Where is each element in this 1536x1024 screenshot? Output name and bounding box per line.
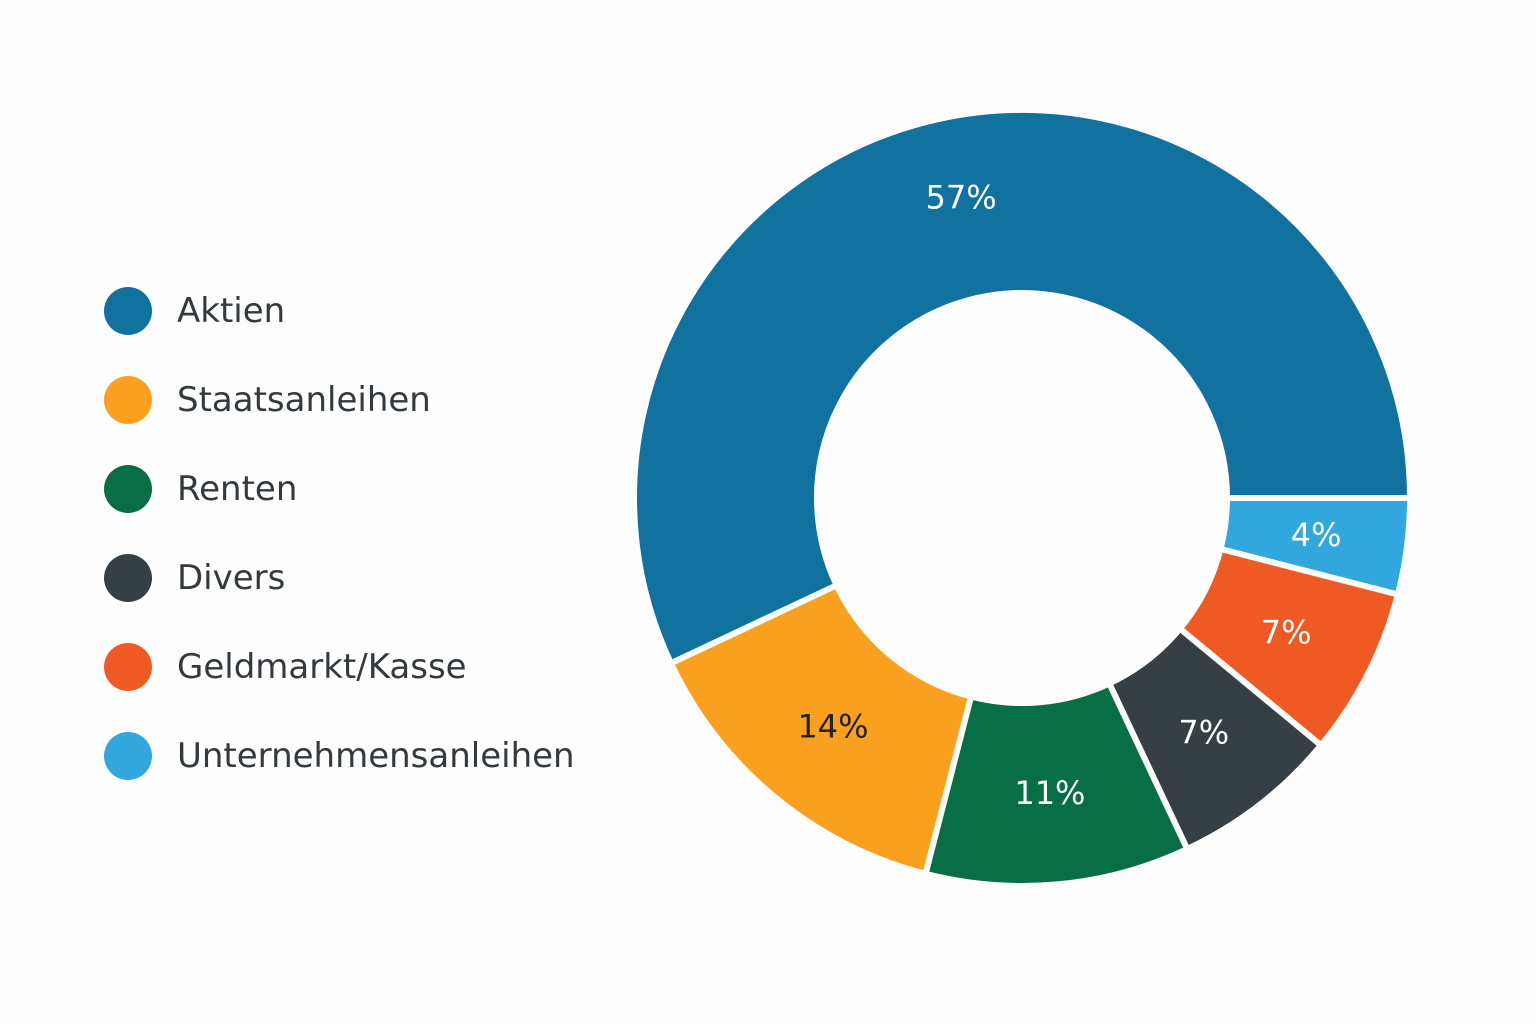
slice-renten (921, 679, 1192, 889)
legend-item: Divers (104, 533, 575, 622)
legend-label: Renten (177, 468, 298, 509)
legend-label: Aktien (177, 290, 286, 331)
legend-swatch (104, 375, 152, 424)
legend-label: Staatsanleihen (177, 379, 431, 420)
slice-aktien (631, 107, 1414, 668)
data-label: 7% (1178, 713, 1229, 751)
legend-swatch (104, 464, 152, 513)
legend-item: Aktien (104, 266, 575, 355)
legend-item: Staatsanleihen (104, 355, 575, 444)
legend-label: Geldmarkt/Kasse (177, 646, 467, 687)
legend-item: Unternehmensanleihen (104, 711, 575, 800)
legend-item: Geldmarkt/Kasse (104, 622, 575, 711)
legend-swatch (104, 553, 152, 602)
legend-label: Divers (177, 557, 286, 598)
legend-swatch (104, 286, 152, 335)
legend-swatch (104, 642, 152, 691)
legend: Aktien Staatsanleihen Renten Divers Geldmark… (104, 286, 575, 820)
slice-staatsanleihen (666, 581, 975, 878)
legend-swatch (104, 731, 152, 780)
data-label: 4% (1291, 516, 1342, 554)
data-label: 57% (926, 179, 997, 217)
data-label: 11% (1014, 774, 1085, 812)
legend-label: Unternehmensanleihen (177, 735, 575, 776)
data-label: 14% (797, 707, 868, 745)
data-label: 7% (1261, 614, 1312, 652)
legend-item: Renten (104, 444, 575, 533)
